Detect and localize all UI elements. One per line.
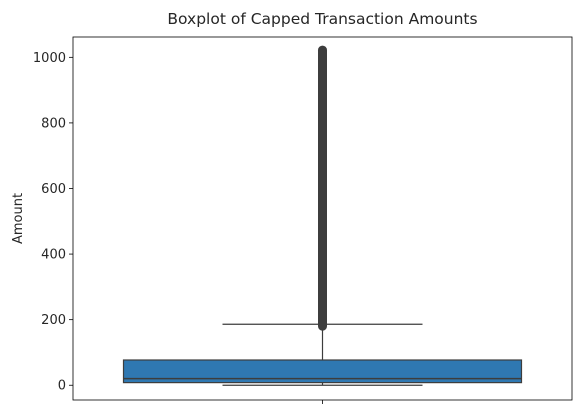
y-tick-label: 400	[41, 248, 66, 263]
y-axis-label: Amount	[11, 193, 26, 244]
y-tick-label: 1000	[33, 51, 66, 66]
chart-title: Boxplot of Capped Transaction Amounts	[167, 10, 477, 28]
y-axis-ticks: 0 200 400 600 800 1000	[33, 51, 73, 394]
y-tick-label: 200	[41, 313, 66, 328]
y-tick-label: 800	[41, 116, 66, 131]
plot-area	[122, 45, 523, 386]
iqr-box	[122, 359, 523, 384]
y-tick-label: 0	[58, 379, 66, 394]
y-tick-label: 600	[41, 182, 66, 197]
